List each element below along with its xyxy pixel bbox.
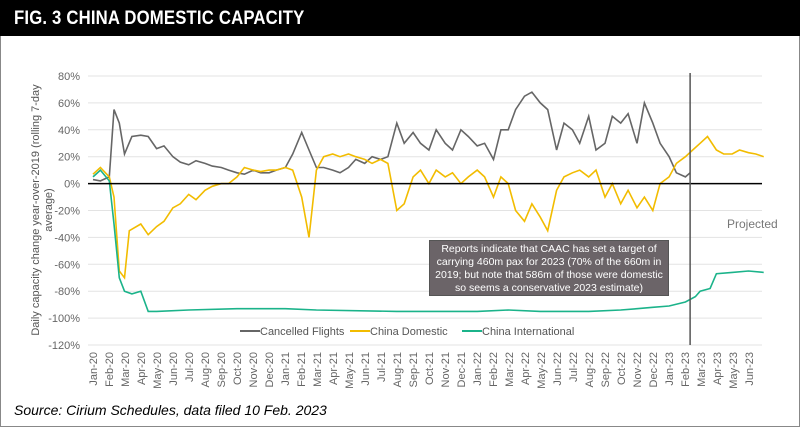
x-tick-label: Apr-23 [712, 352, 724, 385]
x-tick-label: Jul-21 [376, 352, 388, 382]
x-tick-label: Dec-22 [648, 352, 660, 387]
x-tick-label: Jan-20 [88, 352, 100, 386]
series-line-china-domestic [92, 135, 764, 280]
x-tick-label: Aug-22 [584, 352, 596, 387]
x-tick-label: Apr-20 [136, 352, 148, 385]
y-tick-label: 80% [58, 71, 80, 83]
figure-title: FIG. 3 CHINA DOMESTIC CAPACITY [14, 8, 305, 29]
x-tick-label: Dec-20 [264, 352, 276, 387]
x-tick-label: Nov-22 [632, 352, 644, 387]
y-tick-label: -40% [54, 232, 80, 244]
x-tick-label: Jun-21 [360, 352, 372, 386]
x-tick-label: Sep-20 [216, 352, 228, 387]
x-tick-label: May-22 [536, 352, 548, 389]
series-line-china-international [92, 168, 764, 313]
legend-label: Cancelled Flights [260, 326, 345, 338]
y-tick-label: 60% [58, 98, 80, 110]
x-tick-label: Dec-21 [456, 352, 468, 387]
legend: Cancelled Flights China Domestic China Int… [240, 326, 574, 338]
x-tick-label: Jul-20 [184, 352, 196, 382]
x-tick-label: Feb-20 [104, 352, 116, 387]
x-tick-label: Apr-21 [328, 352, 340, 385]
y-tick-label: 20% [58, 152, 80, 164]
legend-label: China Domestic [370, 326, 448, 338]
x-tick-label: Feb-23 [680, 352, 692, 387]
x-tick-label: Jun-23 [744, 352, 756, 386]
x-tick-label: Aug-20 [200, 352, 212, 387]
x-tick-label: Oct-20 [232, 352, 244, 385]
annotation-text: Reports indicate that CAAC has set a tar… [435, 243, 663, 294]
source-note: Source: Cirium Schedules, data filed 10 … [14, 402, 327, 418]
x-tick-label: Mar-20 [120, 352, 132, 387]
x-tick-label: Jan-23 [664, 352, 676, 386]
annotation-box: Reports indicate that CAAC has set a tar… [429, 240, 669, 296]
y-tick-label: -60% [54, 259, 80, 271]
y-axis-label-line2: average) [43, 188, 55, 231]
y-tick-label: -100% [48, 313, 80, 325]
x-tick-label: Jul-22 [568, 352, 580, 382]
x-tick-label: May-21 [344, 352, 356, 389]
x-tick-label: Mar-21 [312, 352, 324, 387]
x-tick-label: Oct-22 [616, 352, 628, 385]
x-tick-label: Oct-21 [424, 352, 436, 385]
y-axis-label: Daily capacity change year-over-2019 (ro… [30, 84, 55, 336]
chart: 80% 60% 40% 20% 0% -20% -40% -60% -80% -100% -120%… [30, 71, 778, 389]
x-tick-label: Feb-22 [488, 352, 500, 387]
series-line-cancelled-flights [92, 91, 691, 182]
y-tick-label: -20% [54, 206, 80, 218]
x-tick-label: Sep-22 [600, 352, 612, 387]
y-tick-label: 40% [58, 125, 80, 137]
projected-label: Projected [727, 217, 778, 231]
x-tick-label: Nov-21 [440, 352, 452, 387]
x-tick-label: May-20 [152, 352, 164, 389]
x-tick-label: Jan-21 [280, 352, 292, 386]
legend-label: China International [482, 326, 574, 338]
y-axis-label-line1: Daily capacity change year-over-2019 (ro… [30, 84, 42, 336]
title-bar: FIG. 3 CHINA DOMESTIC CAPACITY [0, 0, 800, 36]
x-tick-label: Sep-21 [408, 352, 420, 387]
x-tick-label: Jun-22 [552, 352, 564, 386]
x-tick-label: May-23 [728, 352, 740, 389]
x-tick-label: Nov-20 [248, 352, 260, 387]
x-tick-label: Mar-23 [696, 352, 708, 387]
x-tick-label: Jan-22 [472, 352, 484, 386]
x-tick-label: Jun-20 [168, 352, 180, 386]
y-tick-label: -80% [54, 286, 80, 298]
x-tick-label: Mar-22 [504, 352, 516, 387]
y-tick-label: -120% [48, 340, 80, 352]
x-tick-label: Apr-22 [520, 352, 532, 385]
x-tick-label: Feb-21 [296, 352, 308, 387]
y-tick-label: 0% [64, 179, 80, 191]
x-tick-label: Aug-21 [392, 352, 404, 387]
